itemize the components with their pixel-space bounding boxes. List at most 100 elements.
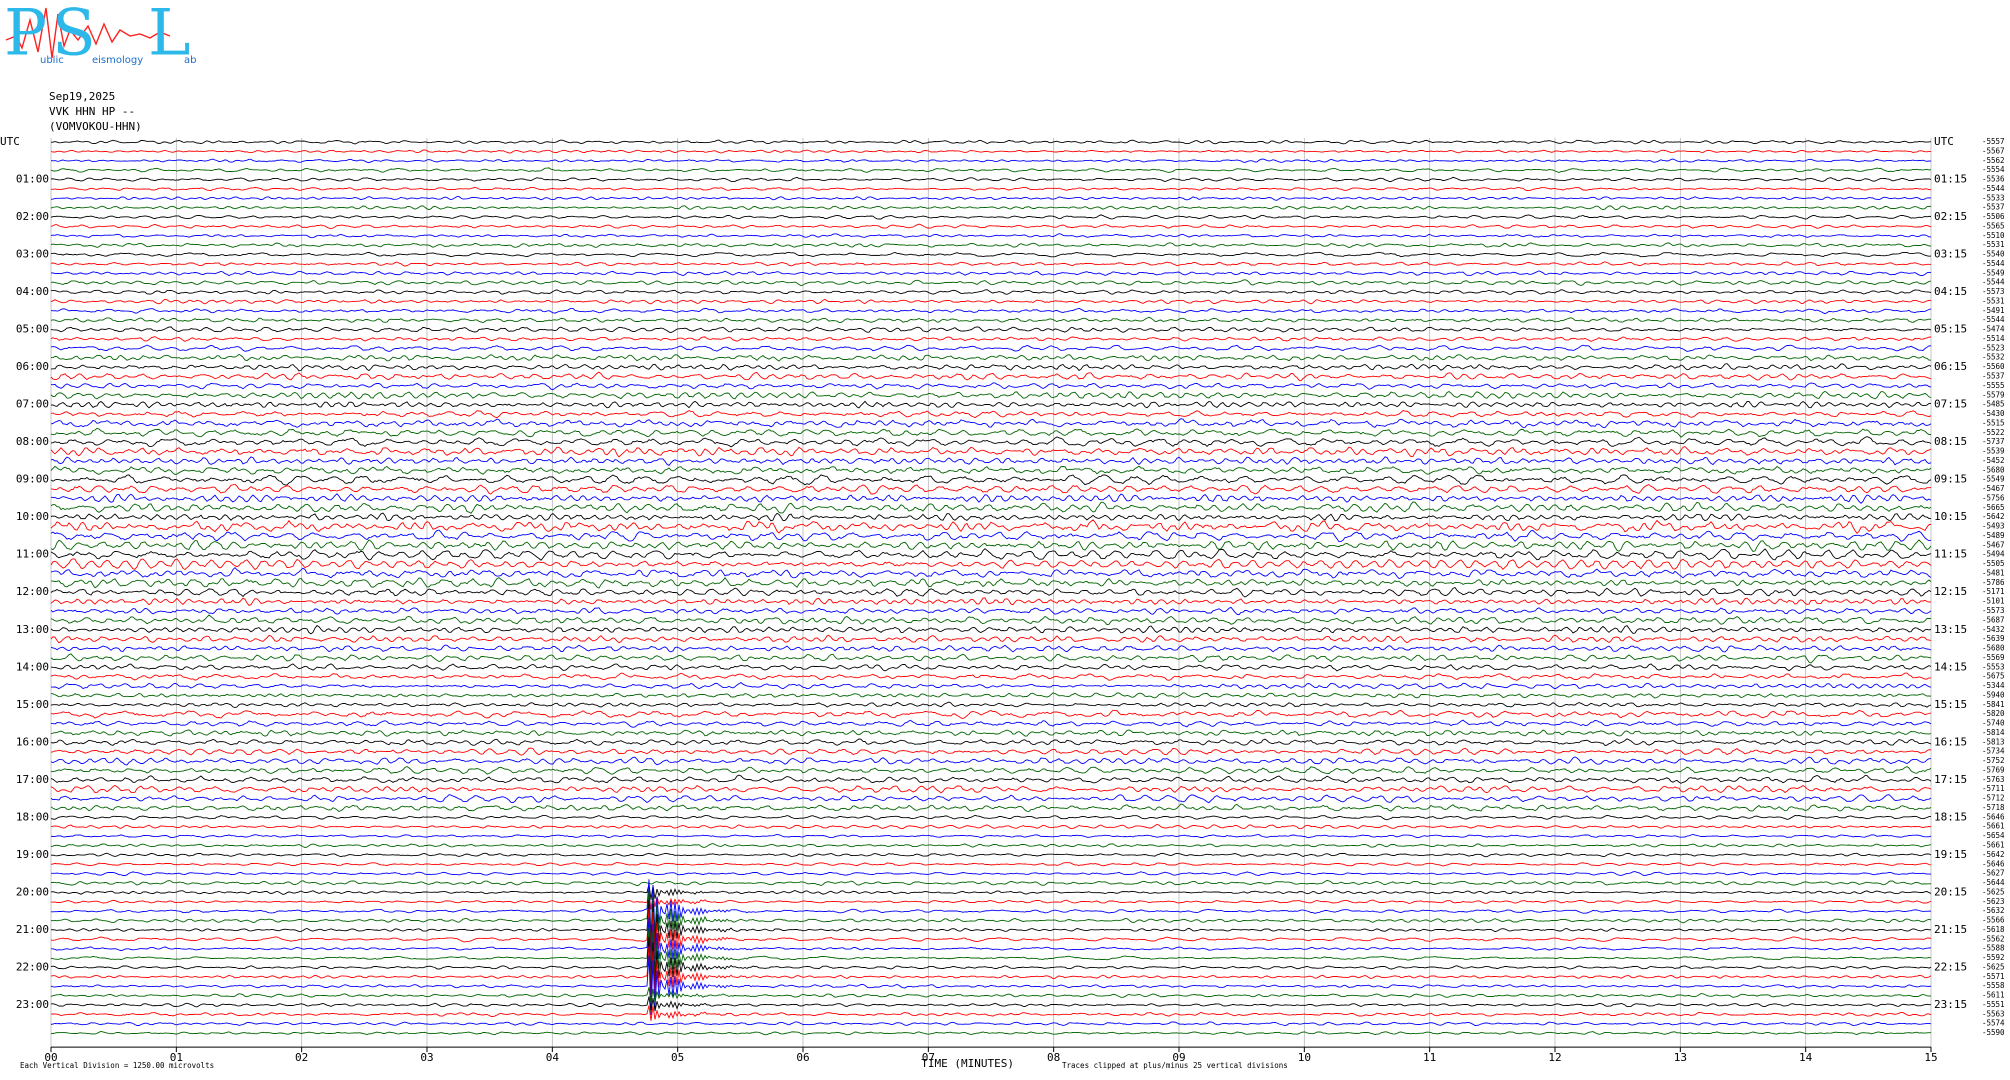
x-tick-label: 05 [671,1051,684,1064]
trace [50,709,1932,719]
trace-offset: -5841 [1982,700,2005,709]
trace-offset: -5553 [1982,662,2005,671]
trace [50,672,1931,681]
x-tick-label: 00 [44,1051,57,1064]
trace-offset: -5563 [1982,1009,2005,1018]
trace-offset: -5579 [1982,390,2005,399]
row-label-left: 03:00 [16,248,49,261]
trace-offset: -5560 [1982,362,2005,371]
trace-offset: -5540 [1982,250,2005,259]
trace-offset: -5566 [1982,916,2005,925]
trace [50,186,1932,192]
trace [51,719,1932,728]
row-label-left: UTC [0,135,20,148]
trace-offset: -5734 [1982,747,2005,756]
trace [50,955,1932,1015]
trace [50,946,1932,1006]
trace-offset: -5485 [1982,400,2005,409]
trace [50,774,1932,784]
trace [50,987,1932,1004]
trace [50,196,1932,201]
trace [50,289,1932,295]
trace-offset: -5536 [1982,175,2005,184]
trace [50,803,1932,813]
x-tick-label: 07 [922,1051,935,1064]
channel: (VOMVOKOU-HHN) [49,120,142,133]
trace [50,834,1932,839]
trace-offset: -5769 [1982,765,2005,774]
trace [50,409,1932,419]
trace-offset: -5514 [1982,334,2005,343]
trace [50,566,1932,580]
trace-offset: -5763 [1982,775,2005,784]
trace [50,371,1932,382]
trace-offset: -5549 [1982,268,2005,277]
row-label-right: 15:15 [1934,698,1967,711]
x-tick-label: 12 [1548,1051,1561,1064]
row-label-left: 15:00 [16,698,49,711]
date: Sep19,2025 [49,90,115,103]
row-label-right: 14:15 [1934,660,1967,673]
logo-word: ublic [40,55,64,66]
trace-offset: -5562 [1982,934,2005,943]
trace-offset: -5813 [1982,737,2005,746]
trace [50,890,1932,951]
x-tick-label: 13 [1674,1051,1687,1064]
row-label-right: 20:15 [1934,885,1967,898]
trace-offset: -5505 [1982,559,2005,568]
row-label-left: 04:00 [16,285,49,298]
trace-offset: -5565 [1982,221,2005,230]
trace [50,418,1932,429]
trace-offset: -5554 [1982,165,2005,174]
trace-offset: -5531 [1982,296,2005,305]
trace-offset: -5101 [1982,597,2005,606]
trace-offset: -5718 [1982,803,2005,812]
trace [50,614,1932,626]
trace-offset: -5756 [1982,493,2005,502]
trace-offset: -5571 [1982,972,2005,981]
row-label-left: 22:00 [16,960,49,973]
traces [50,139,1932,1036]
trace [50,529,1932,543]
trace-offset: -5711 [1982,784,2005,793]
row-label-right: 06:15 [1934,360,1967,373]
row-label-left: 02:00 [16,210,49,223]
trace [50,279,1932,287]
trace-offset: -5680 [1982,465,2005,474]
trace-offset: -5665 [1982,503,2005,512]
trace [50,465,1932,475]
logo-letter: S [52,0,96,71]
row-label-left: 05:00 [16,323,49,336]
trace [50,446,1932,458]
row-label-right: 21:15 [1934,923,1967,936]
trace-offset: -5661 [1982,841,2005,850]
row-label-right: 11:15 [1934,548,1967,561]
clip-note: Traces clipped at plus/minus 25 vertical… [1062,1061,1288,1070]
trace [51,382,1932,391]
trace-offset: -5639 [1982,634,2005,643]
trace-offset: -5675 [1982,672,2005,681]
trace-offset: -5623 [1982,897,2005,906]
x-tick-label: 10 [1298,1051,1311,1064]
trace [50,701,1932,708]
logo-letter: P [4,0,47,71]
trace [50,843,1932,848]
trace [50,653,1932,664]
trace [50,644,1932,653]
trace-offset: -5820 [1982,709,2005,718]
row-label-right: 22:15 [1934,960,1967,973]
trace [50,483,1932,495]
trace [50,663,1932,672]
x-tick-label: 14 [1799,1051,1813,1064]
trace [50,606,1932,616]
trace [50,456,1932,466]
trace [50,400,1931,409]
trace [50,927,1932,987]
row-label-right: 17:15 [1934,773,1967,786]
trace [50,158,1932,164]
trace-offset: -5515 [1982,418,2005,427]
x-tick-label: 02 [295,1051,308,1064]
trace-offset: -5752 [1982,756,2005,765]
row-label-left: 09:00 [16,473,49,486]
